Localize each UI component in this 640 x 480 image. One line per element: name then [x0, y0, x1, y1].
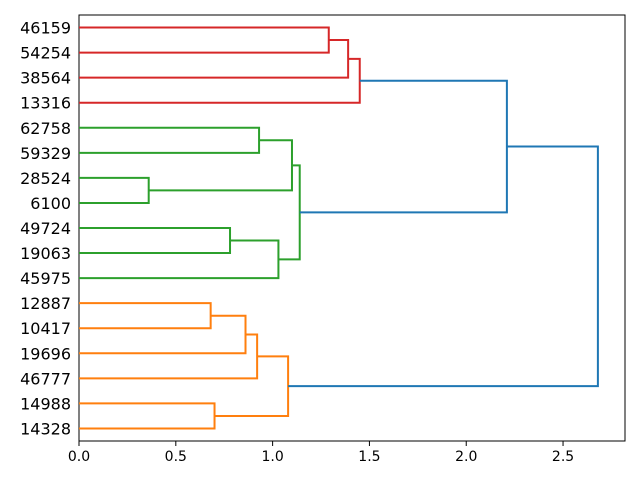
- leaf-label: 54254: [20, 44, 71, 63]
- leaf-label: 13316: [20, 94, 71, 113]
- dendrogram-link: [79, 239, 280, 280]
- leaf-label: 38564: [20, 69, 71, 88]
- x-tick-label: 2.0: [455, 449, 477, 465]
- leaf-label: 6100: [30, 194, 71, 213]
- dendrogram-link: [79, 126, 261, 154]
- leaf-label: 28524: [20, 169, 71, 188]
- leaf-label: 49724: [20, 219, 71, 238]
- dendrogram-link: [79, 227, 232, 255]
- leaf-label: 10417: [20, 319, 71, 338]
- dendrogram-link: [288, 145, 599, 388]
- x-tick-label: 0.5: [165, 449, 187, 465]
- x-tick-label: 2.5: [552, 449, 574, 465]
- x-tick-label: 1.5: [358, 449, 380, 465]
- leaf-label: 19063: [20, 244, 71, 263]
- dendrogram-link: [278, 164, 301, 261]
- dendrogram-link: [79, 314, 247, 355]
- dendrogram-link: [79, 302, 212, 330]
- dendrogram-link: [214, 355, 290, 417]
- dendrogram-link: [79, 176, 150, 204]
- leaf-label: 62758: [20, 119, 71, 138]
- leaf-label: 14328: [20, 419, 71, 438]
- dendrogram-link: [79, 39, 350, 79]
- x-tick-label: 0.0: [68, 449, 90, 465]
- leaf-label: 46159: [20, 19, 71, 38]
- dendrogram-link: [79, 26, 330, 54]
- dendrogram-link: [79, 402, 216, 430]
- leaf-label: 19696: [20, 344, 71, 363]
- leaf-label: 59329: [20, 144, 71, 163]
- dendrogram-link: [79, 57, 361, 104]
- dendrogram-link: [299, 79, 508, 214]
- leaf-label: 45975: [20, 269, 71, 288]
- leaf-label: 14988: [20, 394, 71, 413]
- leaf-label: 12887: [20, 294, 71, 313]
- x-tick-label: 1.0: [261, 449, 283, 465]
- leaf-label: 46777: [20, 369, 71, 388]
- dendrogram-link: [148, 139, 293, 192]
- dendrogram-link: [79, 333, 259, 380]
